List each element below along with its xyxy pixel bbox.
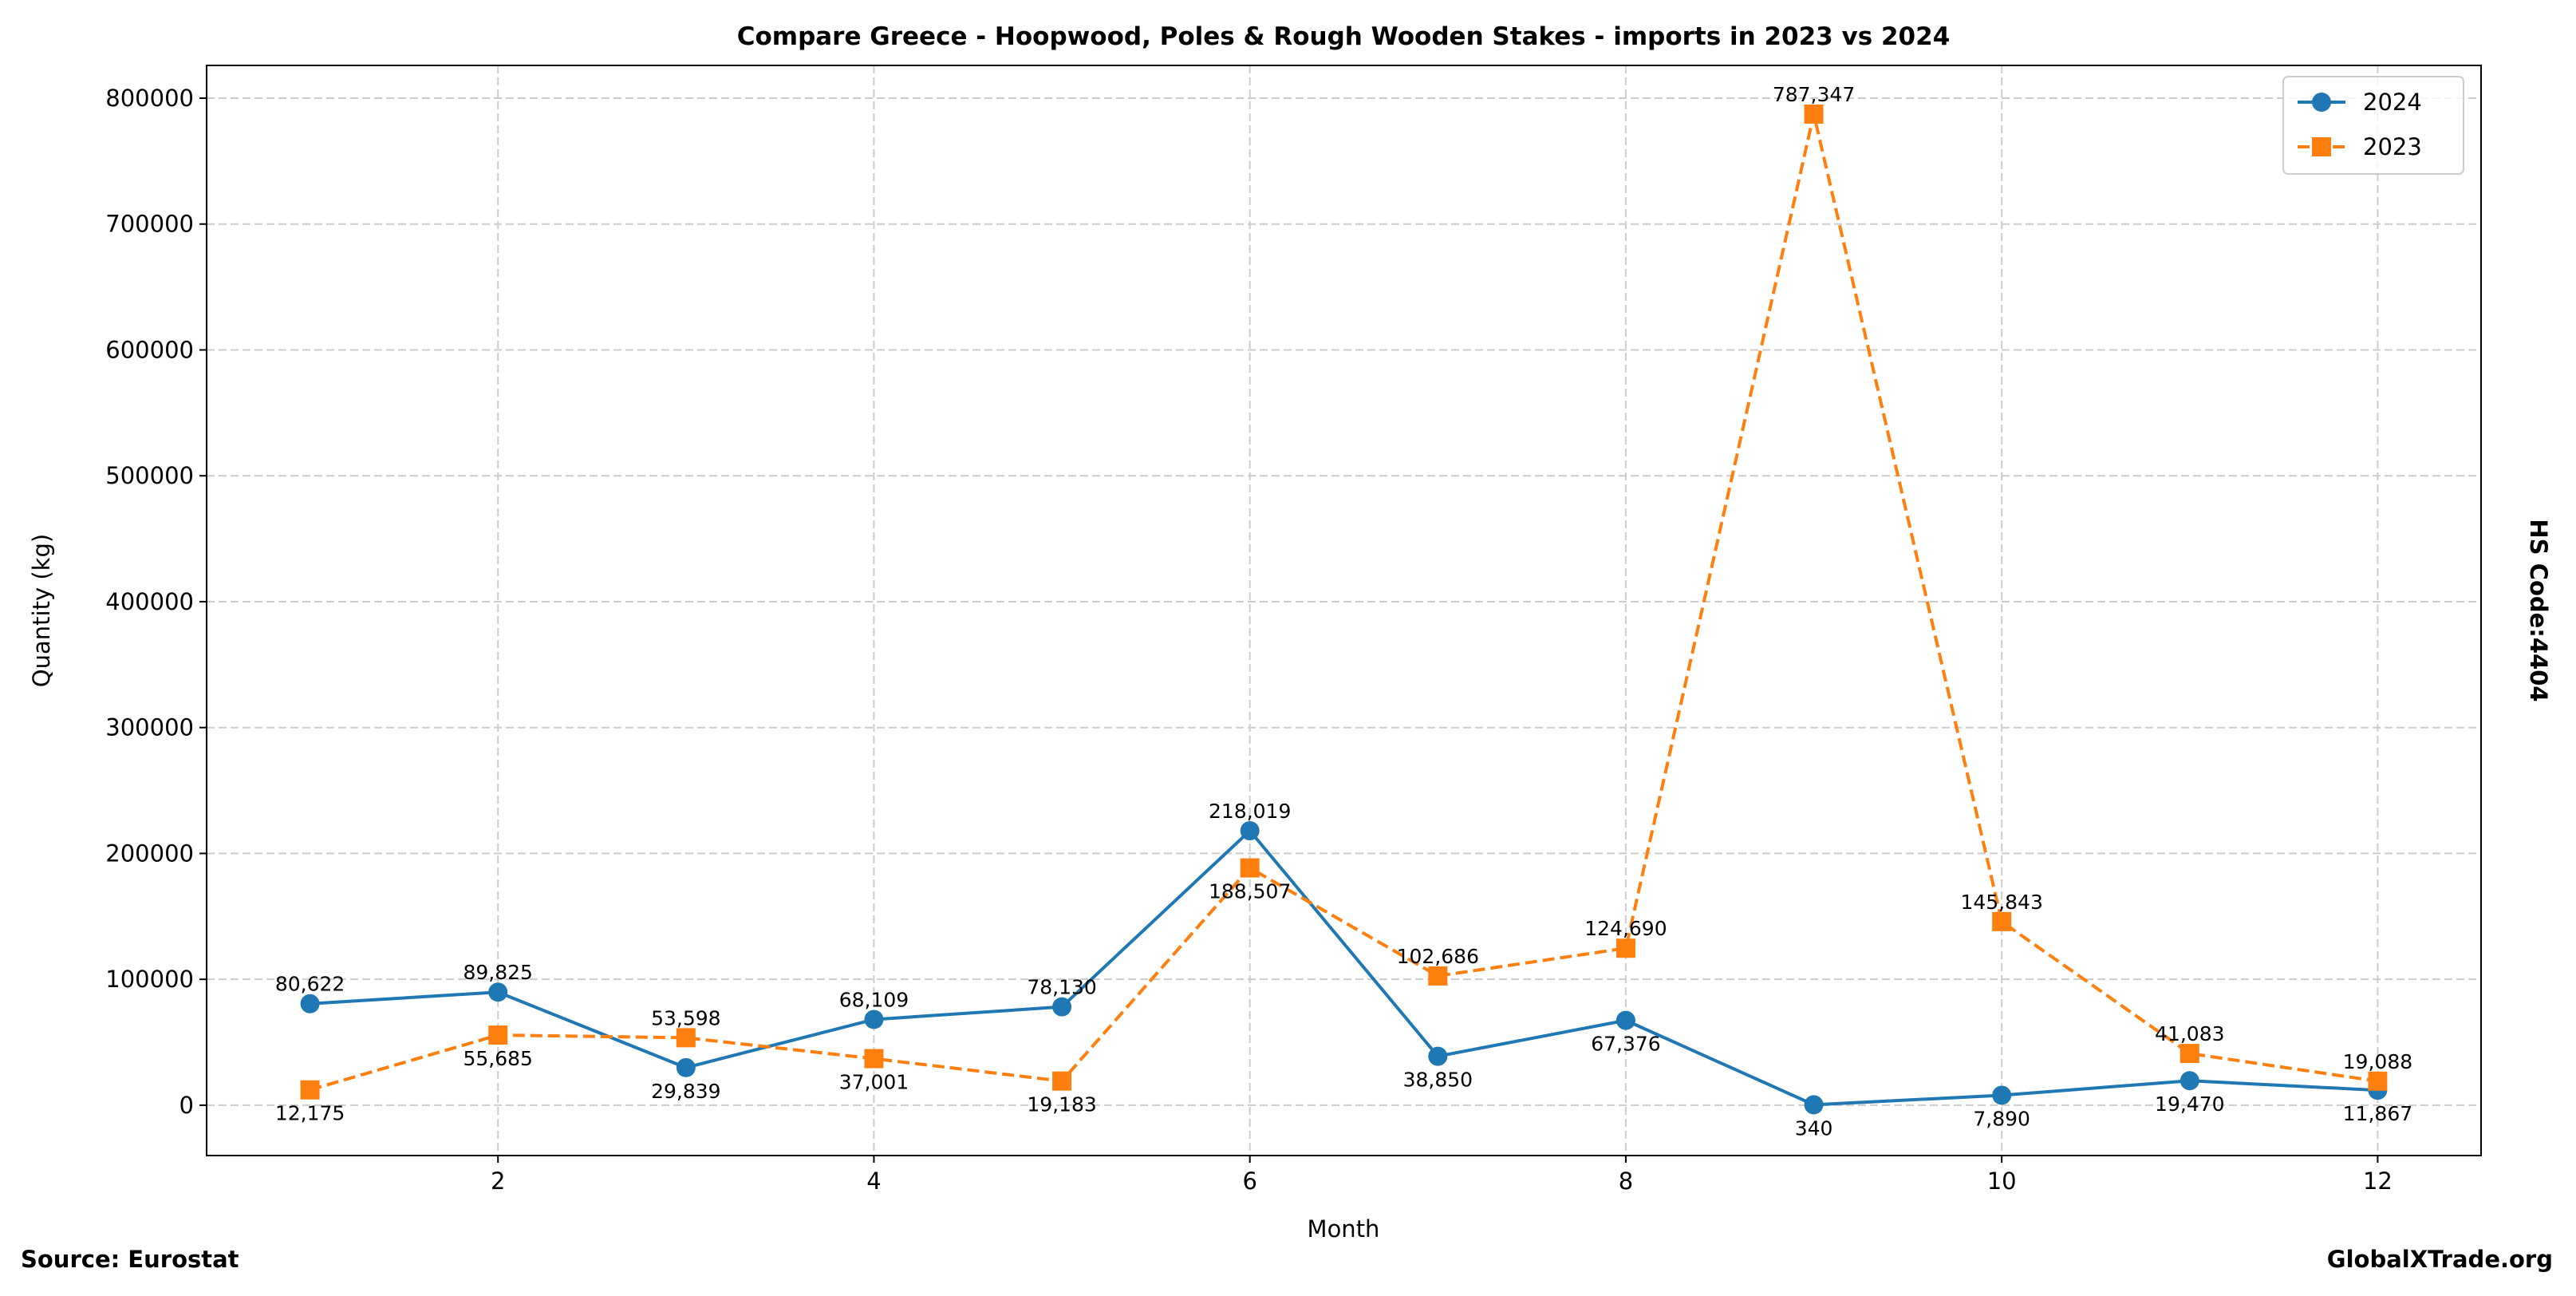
data-point-2023 bbox=[1804, 104, 1824, 124]
data-point-2024 bbox=[488, 982, 508, 1002]
grid bbox=[207, 65, 2481, 1156]
y-tick-label: 200000 bbox=[105, 840, 194, 867]
data-point-2024 bbox=[1052, 997, 1072, 1017]
series: 80,622 12,175 89,825 55,685 29,839 53,598 68,1… bbox=[275, 83, 2412, 1140]
data-label-2024: 78,130 bbox=[1027, 976, 1096, 999]
y-tick-label: 800000 bbox=[105, 85, 194, 112]
hs-code-label: HS Code:4404 bbox=[2525, 519, 2552, 701]
brand-label: GlobalXTrade.org bbox=[2327, 1246, 2553, 1273]
x-tick-label: 8 bbox=[1619, 1168, 1633, 1195]
data-label-2023: 37,001 bbox=[839, 1071, 909, 1094]
y-tick-label: 100000 bbox=[105, 966, 194, 993]
data-label-2024: 67,376 bbox=[1591, 1033, 1660, 1056]
data-label-2023: 41,083 bbox=[2155, 1022, 2224, 1045]
chart-title: Compare Greece - Hoopwood, Poles & Rough… bbox=[737, 22, 1951, 51]
data-label-2023: 787,347 bbox=[1773, 83, 1855, 106]
data-label-2023: 188,507 bbox=[1209, 880, 1291, 903]
data-point-2023 bbox=[1240, 858, 1260, 878]
data-label-2024: 80,622 bbox=[275, 973, 345, 996]
data-point-2024 bbox=[300, 994, 320, 1013]
legend-marker-2023 bbox=[2312, 137, 2331, 156]
data-label-2024: 218,019 bbox=[1209, 800, 1291, 823]
data-label-2024: 11,867 bbox=[2343, 1102, 2412, 1125]
data-point-2024 bbox=[2180, 1071, 2199, 1091]
data-label-2024: 7,890 bbox=[1973, 1107, 2030, 1130]
data-point-2024 bbox=[1240, 821, 1260, 841]
data-point-2024 bbox=[1992, 1085, 2012, 1105]
data-label-2024: 19,470 bbox=[2155, 1093, 2224, 1116]
data-label-2023: 53,598 bbox=[651, 1006, 720, 1029]
x-tick-label: 12 bbox=[2363, 1168, 2393, 1195]
data-point-2023 bbox=[300, 1080, 320, 1100]
y-tick-label: 300000 bbox=[105, 714, 194, 741]
legend-marker-2024 bbox=[2312, 93, 2331, 112]
data-label-2024: 29,839 bbox=[651, 1080, 720, 1103]
y-axis-label: Quantity (kg) bbox=[28, 534, 55, 687]
y-tick-label: 400000 bbox=[105, 588, 194, 615]
data-label-2024: 68,109 bbox=[839, 988, 909, 1011]
data-point-2023 bbox=[1615, 938, 1635, 958]
ticks: 2 4 6 8 10 12 0 100000 200000 300000 400000 500000 6… bbox=[105, 85, 2393, 1195]
data-label-2023: 55,685 bbox=[463, 1047, 532, 1070]
x-tick-label: 2 bbox=[491, 1168, 505, 1195]
data-point-2024 bbox=[864, 1010, 884, 1029]
data-point-2023 bbox=[2368, 1071, 2388, 1091]
y-tick-label: 500000 bbox=[105, 462, 194, 489]
data-point-2023 bbox=[864, 1049, 884, 1069]
data-label-2023: 145,843 bbox=[1960, 891, 2042, 914]
x-tick-label: 6 bbox=[1242, 1168, 1256, 1195]
data-label-2024: 38,850 bbox=[1403, 1069, 1473, 1092]
data-label-2023: 12,175 bbox=[275, 1102, 345, 1125]
data-point-2023 bbox=[488, 1025, 508, 1045]
x-tick-label: 10 bbox=[1987, 1168, 2017, 1195]
y-tick-label: 0 bbox=[179, 1092, 194, 1119]
legend-label-2023: 2023 bbox=[2363, 133, 2422, 160]
data-label-2023: 19,183 bbox=[1027, 1093, 1096, 1116]
source-label: Source: Eurostat bbox=[21, 1246, 239, 1273]
data-point-2024 bbox=[1804, 1095, 1824, 1115]
data-point-2024 bbox=[676, 1057, 696, 1077]
data-label-2024: 89,825 bbox=[463, 961, 532, 984]
data-point-2024 bbox=[1428, 1046, 1448, 1066]
data-label-2023: 102,686 bbox=[1397, 945, 1479, 968]
legend-label-2024: 2024 bbox=[2363, 89, 2422, 116]
data-label-2024: 340 bbox=[1795, 1116, 1833, 1140]
y-tick-label: 700000 bbox=[105, 211, 194, 238]
data-point-2023 bbox=[676, 1028, 696, 1048]
x-tick-label: 4 bbox=[866, 1168, 881, 1195]
data-point-2023 bbox=[1992, 911, 2012, 931]
plot-frame bbox=[206, 65, 2482, 1156]
x-axis-label: Month bbox=[1308, 1215, 1380, 1243]
legend: 2024 2023 bbox=[2282, 76, 2464, 175]
series-line-2023 bbox=[310, 113, 2378, 1092]
data-label-2023: 19,088 bbox=[2343, 1050, 2412, 1073]
data-point-2023 bbox=[2180, 1044, 2199, 1064]
series-line-2024 bbox=[310, 828, 2378, 1107]
y-tick-label: 600000 bbox=[105, 336, 194, 363]
data-point-2023 bbox=[1428, 966, 1448, 986]
data-label-2023: 124,690 bbox=[1584, 917, 1667, 940]
data-point-2023 bbox=[1052, 1071, 1072, 1091]
data-point-2024 bbox=[1615, 1010, 1635, 1030]
